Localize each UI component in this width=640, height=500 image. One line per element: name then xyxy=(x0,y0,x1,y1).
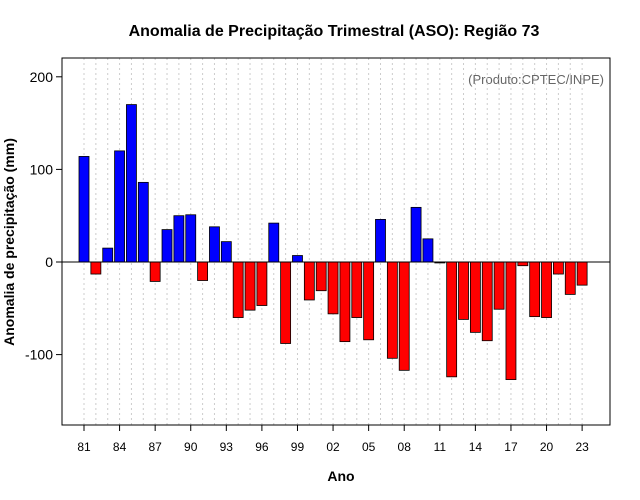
bar-1984 xyxy=(114,150,125,263)
bar-1997 xyxy=(268,222,280,263)
y-axis: -100 0 100 200 xyxy=(25,69,62,363)
bar-1981 xyxy=(78,156,90,263)
bar-2022 xyxy=(564,261,576,295)
x-axis: 81 84 87 90 93 96 99 02 05 08 11 14 17 20 23 xyxy=(77,425,589,454)
bar-2023 xyxy=(576,261,588,286)
x-tick-label: 08 xyxy=(398,440,412,454)
bar-1986 xyxy=(137,181,149,263)
bar-2018 xyxy=(517,261,529,267)
bar-1994 xyxy=(232,261,244,318)
bar-2007 xyxy=(386,261,398,359)
bar-1990 xyxy=(185,214,197,263)
bar-1999 xyxy=(292,255,303,263)
x-tick-label: 93 xyxy=(220,440,234,454)
bar-2010 xyxy=(422,238,434,263)
bar-2012 xyxy=(446,261,458,378)
bar-2009 xyxy=(410,206,422,263)
bar-2005 xyxy=(363,261,375,341)
bar-2016 xyxy=(493,261,505,310)
x-tick-label: 99 xyxy=(291,440,305,454)
y-tick-label: 100 xyxy=(30,161,54,177)
bar-1996 xyxy=(256,261,268,306)
x-tick-label: 17 xyxy=(504,440,518,454)
plot-area-frame xyxy=(61,57,611,426)
bar-1993 xyxy=(220,241,232,263)
bar-2015 xyxy=(481,261,493,342)
bar-2000 xyxy=(303,261,315,301)
bar-1988 xyxy=(161,229,173,263)
y-tick-label: 0 xyxy=(45,254,53,270)
y-tick-label: -100 xyxy=(25,347,53,363)
bar-2002 xyxy=(327,261,339,315)
bar-2004 xyxy=(351,261,363,318)
bars xyxy=(78,104,588,381)
x-tick-label: 96 xyxy=(255,440,269,454)
bar-1989 xyxy=(173,215,185,263)
bar-1982 xyxy=(90,261,102,275)
bar-1987 xyxy=(149,261,161,282)
x-tick-label: 84 xyxy=(113,440,127,454)
chart-title: Anomalia de Precipitação Trimestral (ASO… xyxy=(129,23,540,40)
credit-text: (Produto:CPTEC/INPE) xyxy=(468,72,604,87)
bar-2006 xyxy=(375,219,386,263)
bar-2014 xyxy=(469,261,481,333)
x-axis-label: Ano xyxy=(327,468,354,484)
bar-1991 xyxy=(197,261,209,281)
bar-2019 xyxy=(529,261,541,318)
bar-2003 xyxy=(339,261,351,343)
x-tick-label: 14 xyxy=(469,440,483,454)
x-tick-label: 11 xyxy=(434,440,447,454)
y-tick-label: 200 xyxy=(30,69,54,85)
x-tick-label: 81 xyxy=(77,440,91,454)
x-tick-label: 23 xyxy=(575,440,589,454)
x-tick-label: 20 xyxy=(540,440,554,454)
bar-2013 xyxy=(458,261,469,320)
y-axis-label: Anomalia de precipitação (mm) xyxy=(1,138,17,346)
bar-1998 xyxy=(280,261,292,344)
bar-2017 xyxy=(505,261,517,381)
bar-2008 xyxy=(398,261,410,371)
bar-1992 xyxy=(209,226,220,263)
bar-1995 xyxy=(244,261,256,311)
x-tick-label: 87 xyxy=(148,440,162,454)
bar-1983 xyxy=(102,247,114,263)
x-tick-label: 05 xyxy=(362,440,376,454)
x-tick-label: 02 xyxy=(326,440,340,454)
bar-2020 xyxy=(541,261,552,318)
bar-2021 xyxy=(553,261,564,275)
x-tick-label: 90 xyxy=(184,440,198,454)
bar-1985 xyxy=(126,104,137,263)
bar-2001 xyxy=(315,261,327,292)
